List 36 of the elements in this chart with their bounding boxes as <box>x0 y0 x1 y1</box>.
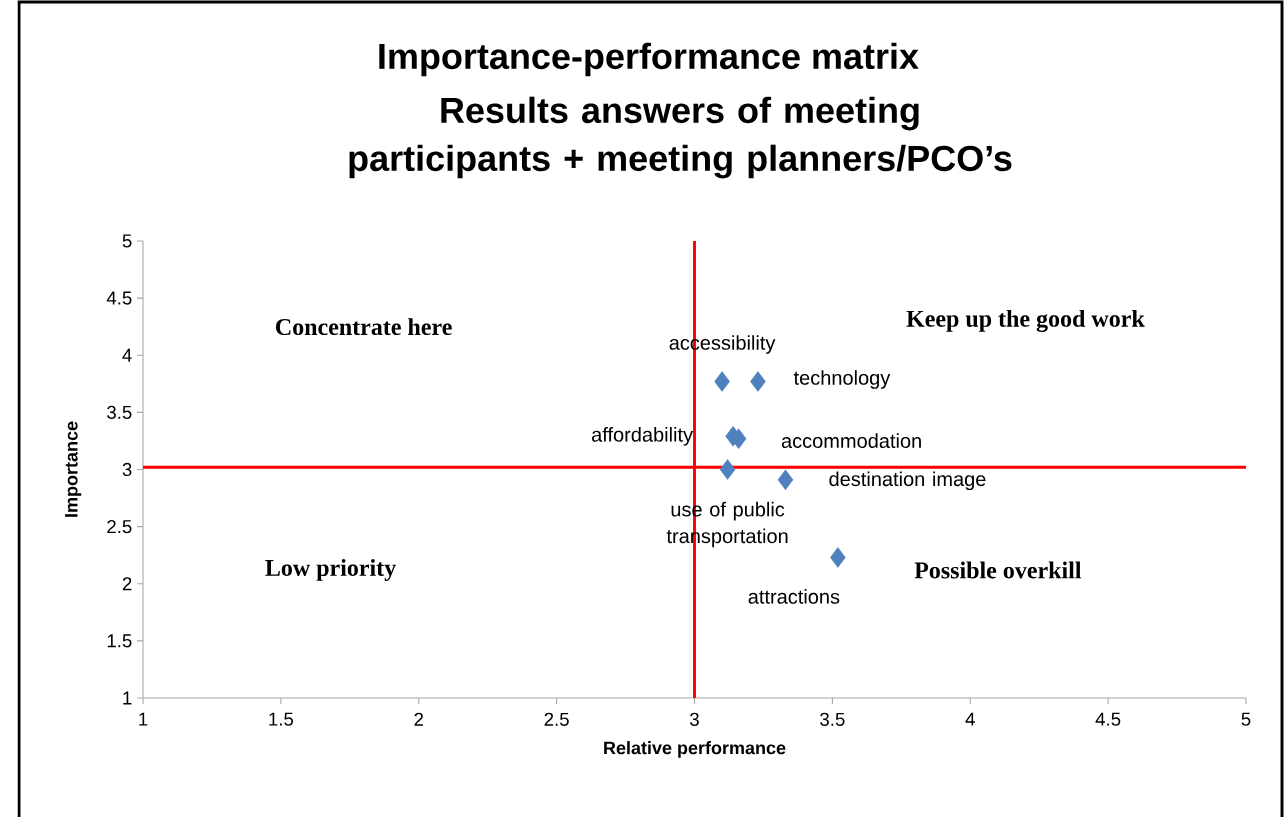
x-axis-title: Relative performance <box>604 741 786 758</box>
chart-subtitle: Results answers of meeting participants + meeting planners/PCO’s <box>349 96 1012 179</box>
y-tick-label: 2.5 <box>107 519 132 534</box>
point <box>750 371 766 392</box>
y-tick-label: 4.5 <box>106 291 132 305</box>
annotation: Possible overkill <box>914 561 1082 579</box>
point <box>830 547 846 568</box>
x-tick-label: 2 <box>414 712 424 726</box>
annotation: Concentrate here <box>276 318 452 336</box>
x-tick-label: 4.5 <box>1095 712 1121 726</box>
x-tick-label: 1 <box>139 712 148 726</box>
y-tick-label: 5 <box>122 234 132 248</box>
point <box>777 469 794 491</box>
x-tick-label: 1.5 <box>269 712 294 726</box>
point <box>719 459 736 480</box>
y-tick-label: 4 <box>122 348 132 362</box>
chart-title: Importance-performance matrix <box>379 42 919 77</box>
annotation: affordability <box>592 427 693 446</box>
annotation: technology <box>793 370 891 389</box>
annotation: Keep up the good work <box>906 309 1145 332</box>
y-tick-label: 1.5 <box>107 634 132 648</box>
y-tick-label: 1 <box>123 691 132 705</box>
y-tick-label: 2 <box>122 577 132 591</box>
x-tick-label: 5 <box>1241 712 1251 726</box>
point <box>714 371 730 392</box>
y-tick-label: 3.5 <box>107 405 132 419</box>
annotation: destination image <box>829 471 986 491</box>
x-tick-label: 3.5 <box>820 712 845 726</box>
x-tick-label: 2.5 <box>544 712 569 726</box>
annotation: attractions <box>748 589 840 604</box>
x-tick-label: 3 <box>690 712 699 726</box>
annotation: accommodation <box>781 433 921 448</box>
y-axis-title: Importance <box>65 421 82 517</box>
x-tick-label: 4 <box>965 712 975 726</box>
annotation: Low priority <box>265 559 396 581</box>
y-tick-label: 3 <box>122 462 132 477</box>
